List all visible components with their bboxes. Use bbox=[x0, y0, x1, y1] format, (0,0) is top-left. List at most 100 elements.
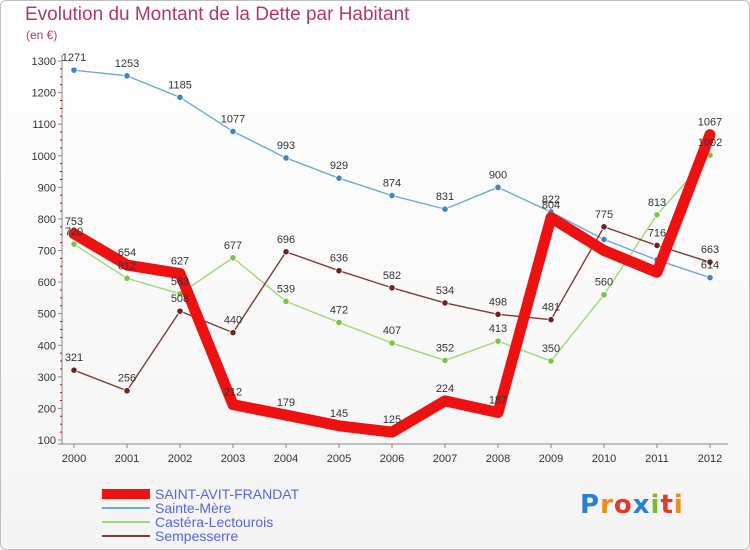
data-point bbox=[387, 427, 397, 438]
x-tick-label: 2004 bbox=[274, 453, 298, 465]
data-point bbox=[706, 258, 714, 266]
data-label: 813 bbox=[648, 197, 666, 209]
y-tick-label: 1300 bbox=[32, 56, 56, 68]
data-label: 472 bbox=[330, 305, 348, 317]
data-label: 612 bbox=[118, 260, 136, 272]
data-point bbox=[335, 267, 343, 275]
data-point bbox=[494, 337, 502, 345]
data-label: 929 bbox=[330, 160, 348, 172]
data-point bbox=[599, 245, 609, 256]
data-label: 900 bbox=[489, 169, 507, 181]
data-label: 677 bbox=[224, 240, 242, 252]
x-tick-label: 2008 bbox=[486, 453, 510, 465]
x-tick-label: 2010 bbox=[592, 453, 616, 465]
y-tick-label: 200 bbox=[38, 403, 56, 415]
data-point bbox=[547, 357, 555, 365]
y-tick-label: 300 bbox=[38, 372, 56, 384]
data-label: 187 bbox=[489, 395, 507, 407]
x-tick-label: 2000 bbox=[62, 453, 86, 465]
data-point bbox=[547, 316, 555, 324]
data-label: 775 bbox=[595, 209, 613, 221]
data-point bbox=[229, 329, 237, 337]
data-point bbox=[334, 420, 344, 431]
data-label: 822 bbox=[542, 194, 560, 206]
data-point bbox=[493, 407, 503, 418]
data-point bbox=[388, 339, 396, 347]
data-label: 534 bbox=[436, 285, 454, 297]
data-label: 352 bbox=[436, 342, 454, 354]
legend-label: SAINT-AVIT-FRANDAT bbox=[155, 486, 300, 502]
data-label: 654 bbox=[118, 247, 136, 259]
data-label: 560 bbox=[595, 277, 613, 289]
data-label: 350 bbox=[542, 343, 560, 355]
data-point bbox=[176, 93, 184, 101]
y-tick-label: 700 bbox=[38, 246, 56, 258]
legend-label: Castéra-Lectourois bbox=[155, 514, 273, 530]
data-label: 720 bbox=[65, 226, 83, 238]
x-tick-label: 2003 bbox=[221, 453, 245, 465]
data-label: 1271 bbox=[62, 52, 86, 64]
data-label: 582 bbox=[383, 270, 401, 282]
data-label: 563 bbox=[171, 276, 189, 288]
data-label: 321 bbox=[65, 352, 83, 364]
data-label: 1185 bbox=[168, 79, 192, 91]
x-tick-label: 2007 bbox=[433, 453, 457, 465]
data-point bbox=[600, 291, 608, 299]
data-label: 413 bbox=[489, 323, 507, 335]
data-point bbox=[70, 366, 78, 374]
y-tick-label: 500 bbox=[38, 309, 56, 321]
data-point bbox=[70, 240, 78, 248]
data-label: 716 bbox=[648, 227, 666, 239]
proxiti-logo: Proxiti bbox=[580, 490, 684, 520]
data-point bbox=[388, 284, 396, 292]
data-point bbox=[441, 356, 449, 365]
data-point bbox=[546, 212, 556, 223]
data-label: 212 bbox=[224, 387, 242, 399]
data-label: 696 bbox=[277, 234, 295, 246]
data-point bbox=[653, 241, 661, 250]
data-label: 1253 bbox=[115, 58, 139, 70]
data-label: 804 bbox=[542, 200, 560, 212]
data-point bbox=[229, 127, 237, 136]
data-label: 663 bbox=[701, 244, 719, 256]
data-point bbox=[388, 191, 396, 200]
data-label: 407 bbox=[383, 325, 401, 337]
data-point bbox=[229, 254, 237, 262]
chart-title: Evolution du Montant de la Dette par Hab… bbox=[25, 4, 410, 25]
data-label: 224 bbox=[436, 383, 454, 395]
data-point bbox=[705, 129, 715, 140]
data-label: 1077 bbox=[221, 113, 245, 125]
data-point bbox=[440, 395, 450, 406]
data-point bbox=[653, 211, 661, 219]
data-label: 508 bbox=[171, 293, 189, 305]
legend: SAINT-AVIT-FRANDATSainte-MèreCastéra-Lec… bbox=[102, 486, 300, 544]
data-point bbox=[441, 205, 449, 213]
data-label: 993 bbox=[277, 140, 295, 152]
data-label: 831 bbox=[436, 191, 454, 203]
data-label: 498 bbox=[489, 296, 507, 308]
x-tick-label: 2001 bbox=[115, 453, 139, 465]
data-point bbox=[494, 310, 502, 318]
x-tick-label: 2005 bbox=[327, 453, 351, 465]
data-label: 481 bbox=[542, 302, 560, 314]
y-tick-label: 1100 bbox=[32, 119, 56, 131]
data-point bbox=[123, 274, 131, 282]
data-label: 145 bbox=[330, 408, 348, 420]
series-line-1 bbox=[73, 69, 711, 279]
y-tick-label: 1200 bbox=[32, 88, 56, 100]
data-point bbox=[70, 66, 78, 74]
data-point bbox=[282, 248, 290, 256]
y-tick-label: 800 bbox=[38, 214, 56, 226]
x-tick-label: 2009 bbox=[539, 453, 563, 465]
data-label: 627 bbox=[171, 256, 189, 268]
data-label: 1067 bbox=[698, 117, 722, 129]
data-label: 179 bbox=[277, 397, 295, 409]
data-point bbox=[176, 307, 184, 315]
data-label: 256 bbox=[118, 373, 136, 385]
data-point bbox=[652, 267, 662, 278]
data-label: 636 bbox=[330, 253, 348, 265]
data-point bbox=[441, 299, 449, 307]
data-label: 1002 bbox=[698, 137, 722, 149]
